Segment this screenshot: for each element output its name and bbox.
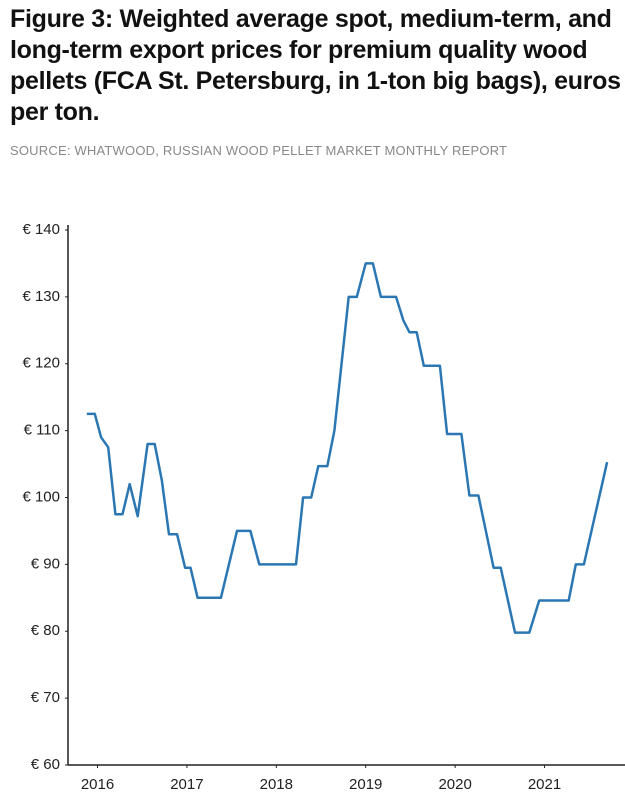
y-tick-label: € 140 <box>22 221 60 238</box>
x-tick-label: 2018 <box>260 776 293 793</box>
line <box>86 262 609 634</box>
y-tick-label: € 130 <box>22 288 60 305</box>
y-tick-label: € 90 <box>31 555 60 572</box>
x-tick-label: 2019 <box>349 776 382 793</box>
y-tick-label: € 110 <box>24 422 60 439</box>
y-tick-label: € 120 <box>22 355 60 372</box>
x-tick-label: 2021 <box>528 776 561 793</box>
y-tick-label: € 70 <box>31 689 60 706</box>
x-tick-label: 2020 <box>438 776 471 793</box>
y-tick-label: € 80 <box>31 622 60 639</box>
x-tick-label: 2017 <box>170 776 203 793</box>
y-tick-label: € 100 <box>22 488 60 505</box>
y-tick-label: € 60 <box>31 756 60 773</box>
chart-subtitle: SOURCE: WHATWOOD, RUSSIAN WOOD PELLET MA… <box>10 143 508 158</box>
chart-title: Figure 3: Weighted average spot, medium-… <box>10 5 621 126</box>
x-tick-label: 2016 <box>81 776 114 793</box>
